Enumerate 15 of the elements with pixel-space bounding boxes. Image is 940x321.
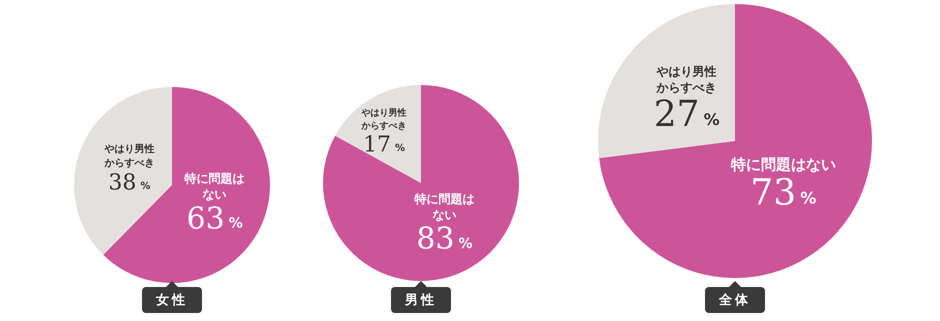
text: 男性 [391,287,451,313]
text: 全体 [705,287,765,313]
data-label: 73% [750,172,816,214]
slice-label: やはり男性からすべき [656,64,717,95]
data-label: 38% [108,170,150,196]
slice-label: やはり男性からすべき [360,108,407,132]
slice-label: 特に問題はない [413,192,474,222]
data-label: 83% [416,221,473,256]
data-label: 27% [654,94,720,135]
data-label: 63% [186,201,243,236]
slice-label: やはり男性からすべき [103,143,154,170]
slice-label: 特に問題はない [184,172,245,202]
data-label: 17% [363,132,406,158]
slice-label: 特に問題はない [730,155,836,174]
text: 女性 [142,287,202,313]
